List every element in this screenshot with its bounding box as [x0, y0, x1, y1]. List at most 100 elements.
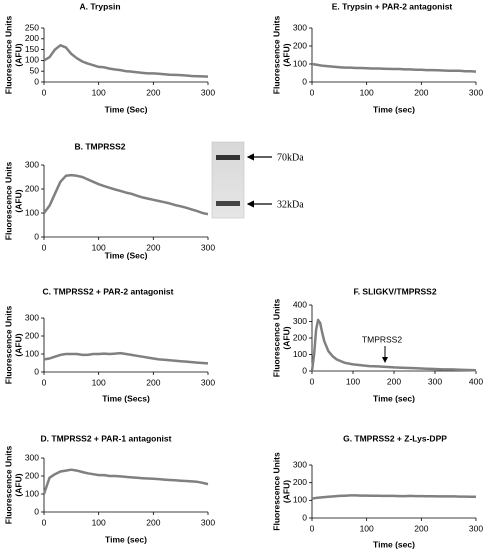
y-axis-label: Fluorescence Units	[271, 16, 281, 95]
x-tick-label: 200	[146, 517, 160, 527]
y-axis-label: Fluorescence Units	[3, 16, 13, 95]
x-tick-label: 0	[310, 523, 315, 533]
panel: F. SLIGKV/TMPRSS2 Fluorescence Units (AFU)…	[271, 286, 483, 403]
y-axis-label: (AFU)	[13, 43, 23, 66]
y-tick-label: 250	[25, 22, 39, 32]
y-axis-label: (AFU)	[281, 43, 291, 66]
x-tick-label: 200	[146, 377, 160, 387]
data-line	[42, 468, 209, 495]
gel-band	[216, 155, 240, 160]
data-line	[311, 62, 477, 73]
y-axis-label: Fluorescence Units	[271, 452, 281, 531]
x-tick-label: 0	[310, 376, 315, 386]
x-tick-label: 100	[92, 517, 106, 527]
x-axis-label: Time (sec)	[373, 104, 415, 114]
y-tick-label: 100	[25, 55, 39, 65]
y-tick-label: 0	[34, 366, 39, 376]
y-axis-label: Fluorescence Units	[3, 306, 13, 385]
panel-title: B. TMPRSS2	[74, 141, 125, 151]
x-tick-label: 200	[146, 242, 160, 252]
x-tick-label: 100	[92, 242, 106, 252]
panel-title: D. TMPRSS2 + PAR-1 antagonist	[41, 433, 172, 443]
panel: C. TMPRSS2 + PAR-2 antagonist Fluorescenc…	[3, 286, 215, 403]
y-tick-label: 400	[293, 299, 307, 309]
x-axis-label: Time (sec)	[373, 539, 415, 549]
x-axis-label: Time (sec)	[105, 534, 147, 544]
panel-title: F. SLIGKV/TMPRSS2	[353, 286, 436, 296]
x-tick-label: 100	[360, 87, 374, 97]
y-axis-label: (AFU)	[13, 189, 23, 212]
x-tick-label: 0	[310, 87, 315, 97]
y-tick-label: 100	[25, 207, 39, 217]
x-tick-label: 0	[42, 87, 47, 97]
y-tick-label: 50	[30, 65, 40, 75]
x-axis-label: Time (Sec)	[105, 250, 148, 260]
x-tick-label: 300	[201, 87, 215, 97]
panel: D. TMPRSS2 + PAR-1 antagonist Fluorescenc…	[3, 433, 215, 544]
y-tick-label: 300	[293, 316, 307, 326]
panel-title: G. TMPRSS2 + Z-Lys-DPP	[343, 433, 447, 443]
y-axis-label: (AFU)	[13, 333, 23, 356]
y-tick-label: 0	[302, 76, 307, 86]
panel-title: A. Trypsin	[79, 1, 120, 11]
x-tick-label: 100	[92, 87, 106, 97]
y-tick-label: 300	[25, 312, 39, 322]
y-tick-label: 150	[25, 44, 39, 54]
y-tick-label: 0	[34, 506, 39, 516]
y-tick-label: 300	[25, 452, 39, 462]
y-tick-label: 200	[25, 470, 39, 480]
panel: G. TMPRSS2 + Z-Lys-DPP Fluorescence Units…	[271, 433, 483, 549]
data-line	[310, 318, 477, 372]
y-axis-label: (AFU)	[13, 473, 23, 496]
x-tick-label: 300	[469, 87, 483, 97]
y-tick-label: 100	[25, 348, 39, 358]
y-tick-label: 200	[293, 477, 307, 487]
x-tick-label: 100	[92, 377, 106, 387]
x-tick-label: 400	[469, 376, 483, 386]
x-tick-label: 200	[414, 87, 428, 97]
y-tick-label: 100	[293, 495, 307, 505]
y-axis-label: (AFU)	[281, 480, 291, 503]
y-tick-label: 200	[25, 183, 39, 193]
gel: 70kDa 32kDa	[211, 141, 304, 219]
y-tick-label: 200	[25, 33, 39, 43]
data-line	[311, 494, 476, 500]
y-tick-label: 0	[34, 231, 39, 241]
y-tick-label: 300	[293, 22, 307, 32]
x-tick-label: 0	[42, 242, 47, 252]
y-tick-label: 0	[302, 365, 307, 375]
x-tick-label: 100	[360, 523, 374, 533]
y-axis-label: Fluorescence Units	[3, 446, 13, 525]
panel-title: C. TMPRSS2 + PAR-2 antagonist	[43, 286, 174, 296]
y-tick-label: 100	[293, 349, 307, 359]
x-axis-label: Time (Secs)	[102, 393, 150, 403]
x-tick-label: 300	[469, 523, 483, 533]
gel-lane	[211, 141, 245, 219]
y-tick-label: 0	[302, 512, 307, 522]
x-tick-label: 200	[387, 376, 401, 386]
gel-label: 70kDa	[277, 152, 304, 163]
x-tick-label: 300	[201, 517, 215, 527]
gel-label: 32kDa	[277, 199, 304, 210]
x-tick-label: 0	[42, 377, 47, 387]
data-line	[43, 351, 209, 365]
y-tick-label: 100	[293, 58, 307, 68]
y-tick-label: 200	[25, 330, 39, 340]
data-line	[43, 44, 209, 78]
x-axis-label: Time (sec)	[373, 393, 415, 403]
y-tick-label: 100	[25, 488, 39, 498]
x-axis-label: Time (Sec)	[105, 104, 148, 114]
annotation: TMPRSS2	[362, 334, 402, 344]
y-axis-label: Fluorescence Units	[3, 162, 13, 241]
panel: B. TMPRSS2 Fluorescence Units (AFU) Time (S…	[3, 141, 215, 260]
panel: A. Trypsin Fluorescence Units (AFU) Time (S…	[3, 1, 215, 114]
y-tick-label: 0	[34, 76, 39, 86]
y-tick-label: 200	[293, 332, 307, 342]
x-tick-label: 300	[201, 242, 215, 252]
x-tick-label: 300	[201, 377, 215, 387]
x-tick-label: 100	[346, 376, 360, 386]
panel-title: E. Trypsin + PAR-2 antagonist	[332, 1, 453, 11]
x-tick-label: 200	[146, 87, 160, 97]
x-tick-label: 200	[414, 523, 428, 533]
